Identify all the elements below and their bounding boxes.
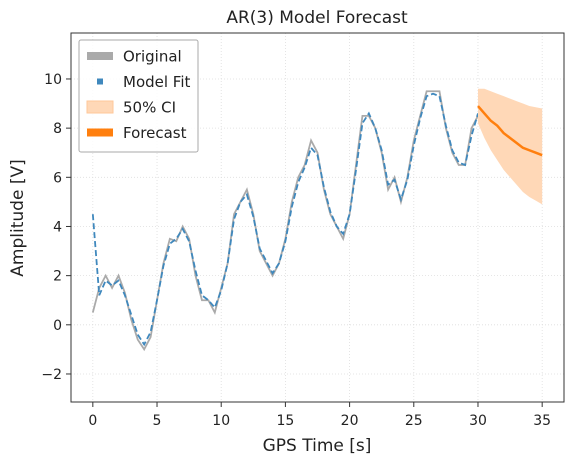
series-line — [91, 92, 479, 347]
legend-box — [78, 39, 199, 153]
ci-band — [477, 88, 543, 205]
y-tick-label: 4 — [53, 219, 62, 235]
series-line — [477, 105, 543, 157]
legend-swatch — [87, 52, 113, 60]
x-tick-label: 15 — [276, 413, 294, 429]
y-tick-label: 8 — [53, 121, 62, 137]
y-tick-label: −2 — [41, 367, 62, 383]
grid — [71, 33, 564, 402]
legend-swatch — [86, 100, 114, 114]
x-tick-label: 0 — [88, 413, 97, 429]
legend-label: Forecast — [123, 124, 187, 142]
x-tick-label: 10 — [212, 413, 230, 429]
legend-label: Model Fit — [123, 73, 191, 91]
y-tick-label: 0 — [53, 318, 62, 334]
x-tick-label: 5 — [153, 413, 162, 429]
y-axis-label: Amplitude [V] — [8, 159, 28, 276]
x-tick-label: 25 — [405, 413, 423, 429]
x-axis-label: GPS Time [s] — [263, 436, 372, 456]
y-tick-label: 2 — [53, 269, 62, 285]
y-tick-label: 10 — [44, 72, 62, 88]
legend-label: 50% CI — [123, 99, 176, 117]
plot-frame — [70, 32, 565, 403]
x-tick-label: 35 — [533, 413, 551, 429]
legend: Original Model Fit 50% CI Forecast — [78, 39, 199, 153]
x-tick-label: 20 — [341, 413, 359, 429]
y-tick-label: 6 — [53, 170, 62, 186]
legend-label: Original — [123, 48, 182, 66]
x-tick-label: 30 — [469, 413, 487, 429]
legend-swatch — [87, 128, 113, 137]
chart-title: AR(3) Model Forecast — [226, 8, 408, 28]
